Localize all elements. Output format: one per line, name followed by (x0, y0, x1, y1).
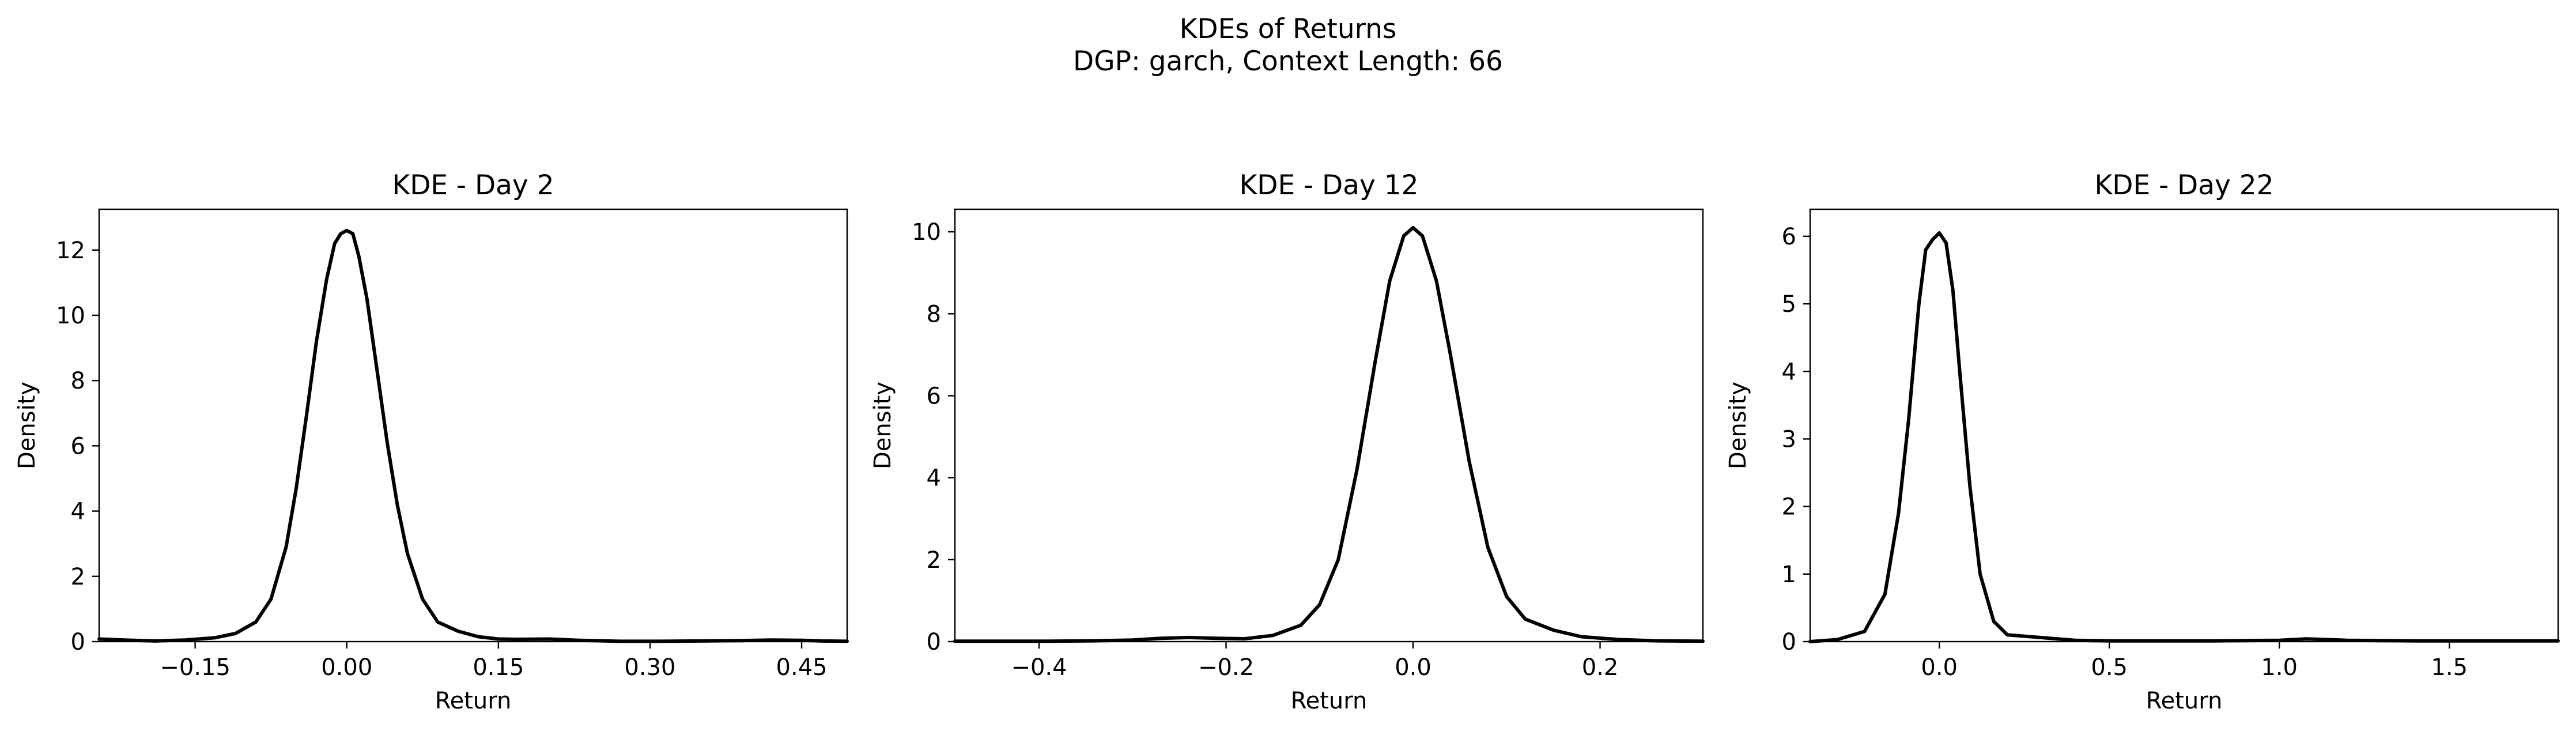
y-tick-label: 5 (1782, 291, 1796, 318)
x-tick-label: 0.00 (321, 654, 372, 681)
y-tick-label: 2 (71, 564, 85, 590)
y-tick-label: 10 (56, 303, 85, 329)
y-tick-label: 6 (71, 433, 85, 459)
y-tick-label: 0 (927, 629, 941, 655)
y-tick-label: 1 (1782, 561, 1796, 588)
x-tick-label: 0.30 (624, 654, 675, 681)
y-tick-label: 2 (1782, 494, 1796, 521)
axes-frame (954, 208, 1704, 643)
kde-curve (97, 228, 849, 643)
x-tick-label: 0.15 (473, 654, 524, 681)
y-tick-label: 4 (1782, 359, 1796, 385)
y-tick-label: 6 (927, 383, 941, 409)
y-tick-label: 4 (71, 499, 85, 525)
y-tick-label: 0 (71, 629, 85, 655)
x-tick-label: 0.0 (1395, 654, 1431, 681)
kde-curve (1808, 231, 2560, 643)
y-tick-label: 4 (927, 465, 941, 492)
y-tick-label: 8 (71, 368, 85, 394)
x-tick-label: 0.0 (1921, 654, 1958, 681)
y-tick-label: 6 (1782, 224, 1796, 250)
y-tick-label: 3 (1782, 426, 1796, 453)
x-tick-label: 0.45 (776, 654, 828, 681)
y-tick-label: 2 (927, 547, 941, 574)
figure-title-line2: DGP: garch, Context Length: 66 (1073, 46, 1503, 77)
y-axis-label: Density (14, 382, 40, 469)
y-tick-label: 10 (912, 219, 941, 246)
figure-title-line1: KDEs of Returns (1180, 13, 1397, 45)
y-tick-label: 0 (1782, 629, 1796, 655)
panel-title: KDE - Day 22 (2094, 169, 2273, 201)
kde-panel-1: KDE - Day 2 −0.15 0.00 0.15 0.30 0.45 0 2 4 6 8 10 1… (14, 169, 849, 714)
x-tick-label: −0.4 (1011, 654, 1067, 681)
x-tick-label: 0.2 (1582, 654, 1619, 681)
x-tick-label: 1.0 (2261, 654, 2298, 681)
y-tick-label: 8 (927, 301, 941, 327)
x-tick-label: 0.5 (2091, 654, 2128, 681)
kde-panel-3: KDE - Day 22 0.0 0.5 1.0 1.5 0 1 2 3 4 5 6 Return Den… (1725, 169, 2560, 714)
kde-curve (953, 226, 1705, 643)
axes-frame (1809, 208, 2559, 643)
y-tick-label: 12 (56, 238, 85, 264)
x-tick-label: −0.15 (160, 654, 231, 681)
axes-frame (98, 208, 848, 643)
y-axis-label: Density (870, 382, 896, 469)
panel-title: KDE - Day 2 (392, 169, 554, 201)
panel-title: KDE - Day 12 (1239, 169, 1418, 201)
y-axis-label: Density (1725, 382, 1751, 469)
x-tick-label: −0.2 (1198, 654, 1254, 681)
x-axis-label: Return (1291, 688, 1368, 714)
kde-panel-2: KDE - Day 12 −0.4 −0.2 0.0 0.2 0 2 4 6 8 10 Return D… (870, 169, 1705, 714)
x-tick-label: 1.5 (2431, 654, 2468, 681)
x-axis-label: Return (2146, 688, 2223, 714)
x-axis-label: Return (435, 688, 512, 714)
